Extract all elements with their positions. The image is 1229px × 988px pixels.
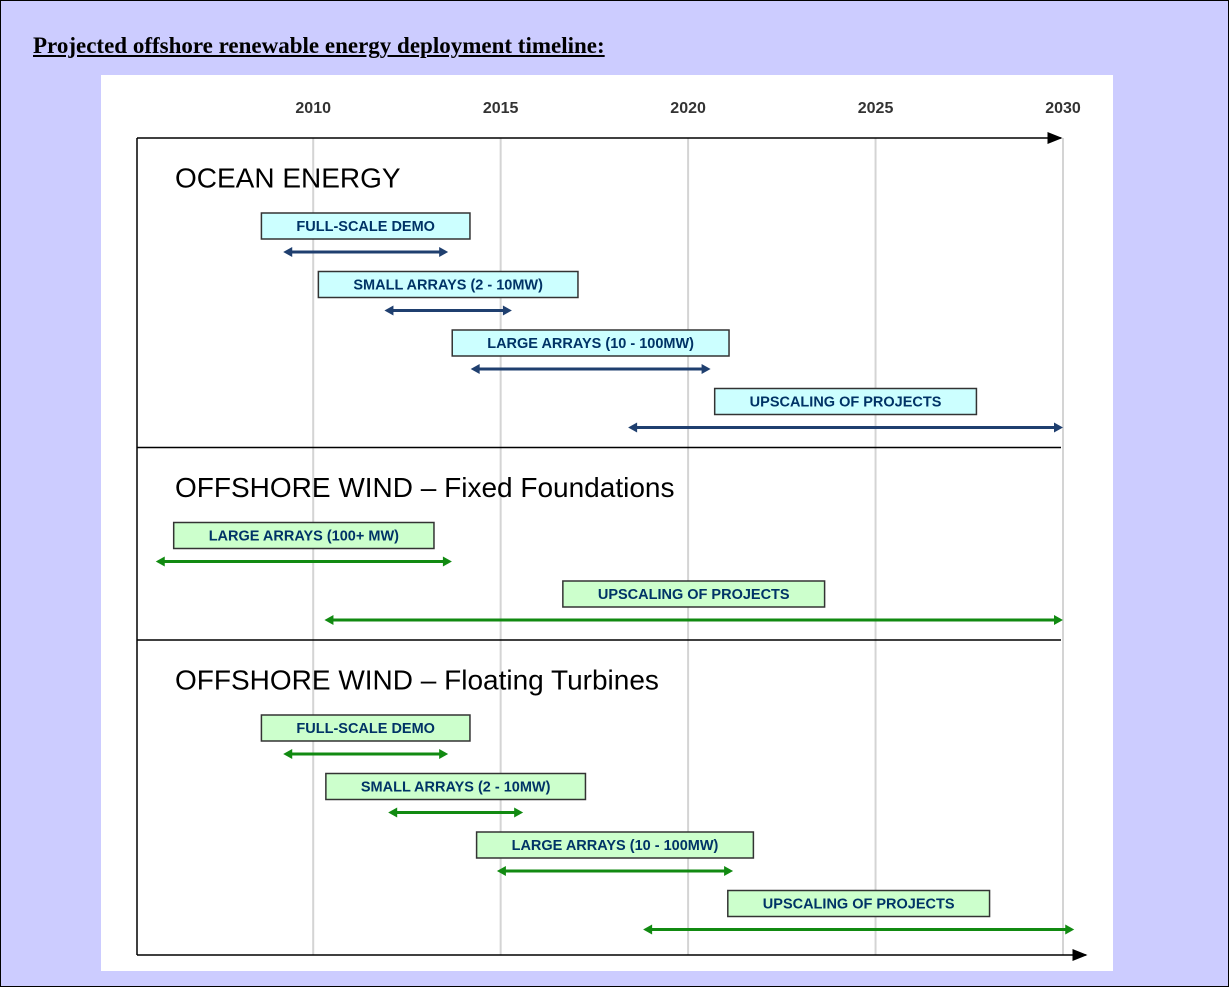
task: LARGE ARRAYS (10 - 100MW) — [475, 831, 755, 876]
task-box — [172, 521, 435, 550]
section-title: OCEAN ENERGY — [175, 162, 401, 193]
task: UPSCALING OF PROJECTS — [324, 580, 1063, 625]
task-box — [317, 270, 579, 299]
task: SMALL ARRAYS (2 - 10MW) — [317, 270, 579, 316]
arrow-head — [502, 305, 512, 316]
x-tick-label: 2010 — [295, 100, 331, 117]
task-box — [475, 831, 755, 859]
task-box — [562, 580, 826, 608]
arrow-head — [283, 749, 293, 759]
arrow-head — [283, 247, 293, 257]
task: FULL-SCALE DEMO — [260, 714, 471, 759]
arrow-head — [628, 422, 638, 433]
task-box — [325, 772, 587, 801]
x-tick-label: 2030 — [1045, 100, 1081, 117]
x-tick-label: 2015 — [483, 100, 519, 117]
arrow-head — [439, 749, 449, 759]
arrow-head — [439, 247, 449, 257]
arrow-head — [724, 866, 734, 876]
task-label: UPSCALING OF PROJECTS — [598, 587, 790, 603]
arrow-head — [442, 556, 452, 567]
task-box — [727, 889, 991, 918]
task-box — [451, 329, 730, 357]
task: LARGE ARRAYS (100+ MW) — [155, 521, 452, 567]
task-label: FULL-SCALE DEMO — [296, 219, 435, 235]
task-label: SMALL ARRAYS (2 - 10MW) — [353, 277, 543, 293]
arrow-head — [388, 807, 398, 818]
task-label: UPSCALING OF PROJECTS — [750, 394, 942, 410]
task-label: SMALL ARRAYS (2 - 10MW) — [361, 779, 551, 795]
x-tick-label: 2020 — [670, 100, 706, 117]
task-box — [260, 212, 471, 240]
task: LARGE ARRAYS (10 - 100MW) — [451, 329, 730, 374]
arrow-head — [496, 866, 506, 876]
arrow-head — [643, 924, 653, 935]
arrow-head — [1065, 924, 1075, 935]
task-box — [260, 714, 471, 742]
section-title: OFFSHORE WIND – Fixed Foundations — [175, 472, 674, 503]
task: FULL-SCALE DEMO — [260, 212, 471, 257]
section-title: OFFSHORE WIND – Floating Turbines — [175, 664, 659, 695]
page-title: Projected offshore renewable energy depl… — [33, 33, 605, 58]
task: UPSCALING OF PROJECTS — [643, 889, 1075, 935]
arrow-head — [701, 364, 711, 374]
arrow-head — [155, 556, 165, 567]
arrow-head — [1054, 422, 1063, 433]
arrow-head — [514, 807, 524, 818]
arrow-head — [470, 364, 480, 374]
task-label: LARGE ARRAYS (10 - 100MW) — [512, 838, 719, 854]
x-tick-label: 2025 — [858, 100, 894, 117]
task-label: FULL-SCALE DEMO — [296, 721, 435, 737]
arrow-head — [324, 615, 334, 625]
task-label: UPSCALING OF PROJECTS — [763, 896, 955, 912]
task: SMALL ARRAYS (2 - 10MW) — [325, 772, 587, 818]
task-label: LARGE ARRAYS (100+ MW) — [209, 528, 399, 544]
task-box — [713, 387, 978, 416]
arrow-head — [384, 305, 394, 316]
arrow-head — [1054, 615, 1063, 625]
task: UPSCALING OF PROJECTS — [628, 387, 1063, 433]
task-label: LARGE ARRAYS (10 - 100MW) — [487, 336, 694, 352]
